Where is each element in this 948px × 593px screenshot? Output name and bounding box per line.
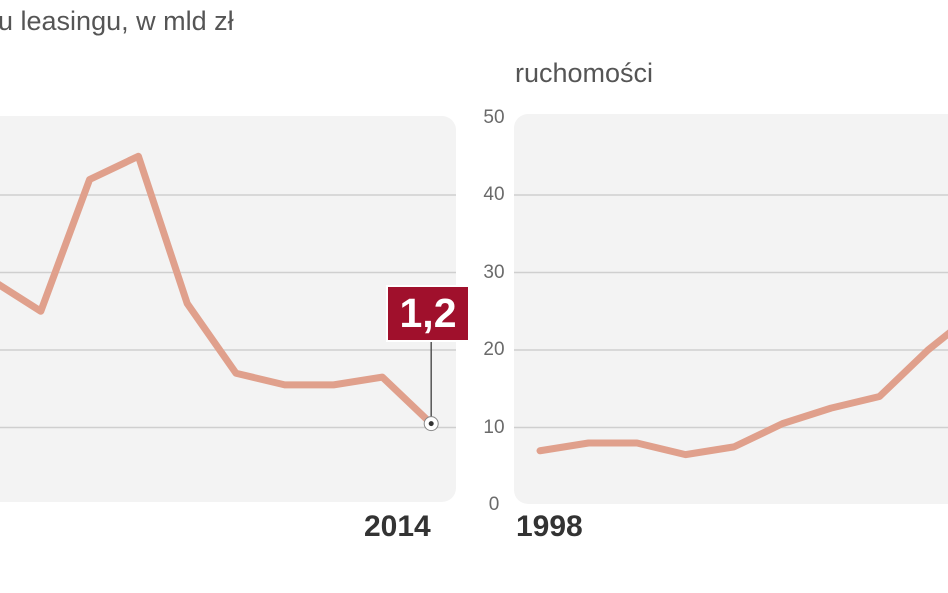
y-tick-label: 30 [483,261,505,283]
y-tick-label: 20 [483,339,505,360]
annotation-dot [428,421,434,427]
y-tick-label: 50 [483,106,505,128]
left-chart-title: u leasingu, w mld zł [0,6,234,36]
y-tick-label: 10 [483,416,505,438]
y-tick-label: 0 [488,494,500,515]
y-tick-label: 40 [483,184,505,205]
right-x-start-label: 1998 [516,510,583,543]
left-plot-area [0,116,456,502]
left-x-end-label: 2014 [364,510,431,543]
left-series-line [0,152,435,428]
right-chart-title: ruchomości [515,58,654,88]
value-callout: 1,2 [386,285,470,342]
right-series-line [536,329,948,459]
